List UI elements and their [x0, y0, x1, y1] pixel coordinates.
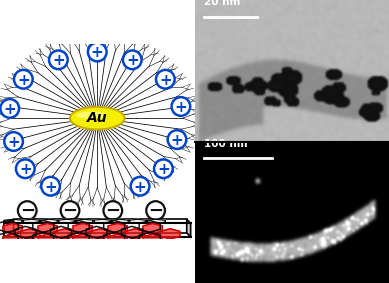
Polygon shape [146, 219, 165, 223]
Text: +: + [159, 72, 172, 87]
Text: −: − [148, 202, 163, 220]
Text: +: + [134, 179, 146, 194]
Polygon shape [22, 219, 41, 223]
Polygon shape [4, 219, 23, 223]
Text: 20 nm: 20 nm [204, 0, 241, 7]
Polygon shape [110, 219, 130, 223]
Polygon shape [3, 223, 22, 234]
Circle shape [88, 43, 107, 61]
Polygon shape [126, 229, 145, 239]
Polygon shape [108, 223, 127, 234]
Text: +: + [157, 162, 170, 177]
Circle shape [156, 70, 175, 89]
Polygon shape [4, 219, 14, 237]
Polygon shape [75, 219, 94, 223]
Text: +: + [126, 53, 138, 68]
Circle shape [14, 70, 33, 89]
Circle shape [146, 201, 165, 220]
Polygon shape [3, 234, 22, 245]
Polygon shape [21, 229, 40, 239]
Polygon shape [73, 223, 92, 234]
Circle shape [61, 201, 79, 220]
Polygon shape [161, 229, 180, 239]
Text: +: + [19, 162, 32, 177]
Circle shape [18, 201, 37, 220]
Text: 100 nm: 100 nm [204, 139, 248, 149]
Text: +: + [52, 53, 65, 68]
Circle shape [41, 177, 60, 196]
Circle shape [0, 99, 19, 118]
Circle shape [49, 50, 68, 69]
Text: Au: Au [87, 111, 108, 125]
Circle shape [168, 130, 186, 149]
Polygon shape [108, 234, 127, 245]
Circle shape [172, 97, 190, 116]
Polygon shape [39, 219, 59, 223]
Polygon shape [57, 219, 77, 223]
Circle shape [103, 201, 122, 220]
Polygon shape [187, 219, 191, 237]
Ellipse shape [76, 112, 106, 119]
Polygon shape [38, 234, 57, 245]
Polygon shape [91, 229, 110, 239]
Polygon shape [56, 229, 75, 239]
Text: −: − [63, 202, 77, 220]
Text: +: + [44, 179, 57, 194]
Polygon shape [143, 234, 162, 245]
Polygon shape [38, 223, 57, 234]
Ellipse shape [70, 107, 124, 129]
Circle shape [16, 159, 35, 178]
Text: −: − [105, 202, 120, 220]
Polygon shape [73, 234, 92, 245]
Polygon shape [143, 223, 162, 234]
Text: +: + [91, 45, 103, 60]
Text: +: + [17, 72, 30, 87]
Circle shape [154, 159, 173, 178]
Circle shape [123, 50, 142, 69]
Circle shape [131, 177, 149, 196]
Text: −: − [20, 202, 35, 220]
Text: +: + [7, 135, 20, 150]
Polygon shape [93, 219, 112, 223]
Text: +: + [4, 102, 16, 117]
Text: +: + [175, 100, 187, 115]
Polygon shape [128, 219, 147, 223]
Text: +: + [171, 133, 183, 148]
Circle shape [4, 132, 23, 151]
